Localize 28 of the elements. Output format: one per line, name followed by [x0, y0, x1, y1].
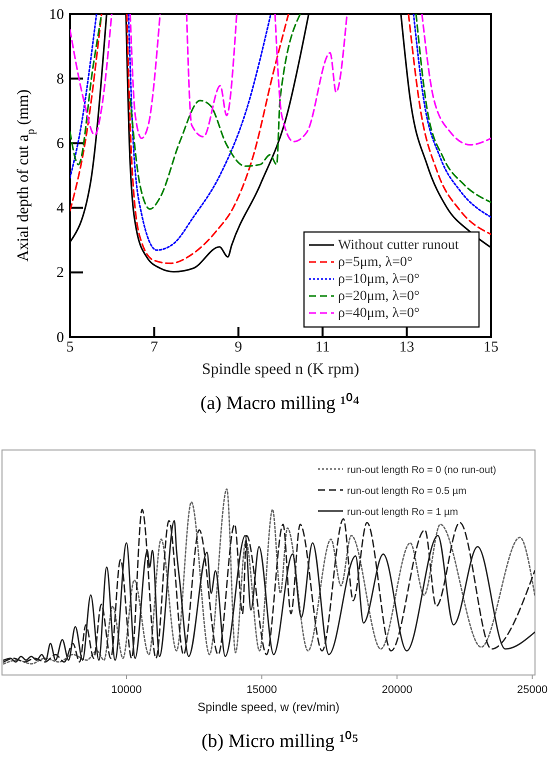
x-tick-label: 5 — [66, 340, 74, 356]
x-tick-label: 20000 — [382, 684, 412, 696]
x-tick-label: 11 — [315, 340, 330, 356]
x-axis-title: Spindle speed, w (rev/min) — [197, 700, 340, 714]
x-tick-label: 10000 — [111, 684, 142, 696]
legend-label: ρ=5μm, λ=0° — [338, 255, 413, 270]
x-tick-label: 7 — [150, 340, 158, 356]
y-tick-label: 4 — [56, 200, 64, 217]
y-tick-label: 8 — [56, 71, 64, 88]
legend-label: ρ=20μm, λ=0° — [338, 289, 420, 304]
x-tick-label: 13 — [399, 340, 414, 356]
x-tick-label: 15 — [484, 340, 498, 356]
y-tick-label: 6 — [56, 136, 64, 152]
text: (a) Macro milling ¹⁰⁴ — [200, 392, 360, 414]
x-axis-title: Spindle speed n (K rpm) — [202, 361, 360, 378]
y-tick-label: 10 — [49, 6, 64, 23]
x-tick-label: 25000 — [517, 684, 548, 696]
legend-label: ρ=10μm, λ=0° — [338, 272, 420, 287]
legend-label: run-out length Ro = 0 (no run-out) — [347, 465, 496, 476]
legend-label: run-out length Ro = 1 µm — [347, 507, 458, 518]
y-tick-label: 0 — [56, 330, 64, 346]
x-tick-label: 9 — [234, 340, 242, 356]
legend-label: Without cutter runout — [338, 238, 459, 253]
legend-label: ρ=40μm, λ=0° — [338, 306, 420, 321]
y-tick-label: 2 — [56, 265, 64, 282]
text: (b) Micro milling ¹⁰⁵ — [201, 730, 359, 752]
legend-label: run-out length Ro = 0.5 µm — [347, 486, 466, 497]
x-tick-label: 15000 — [246, 684, 278, 696]
